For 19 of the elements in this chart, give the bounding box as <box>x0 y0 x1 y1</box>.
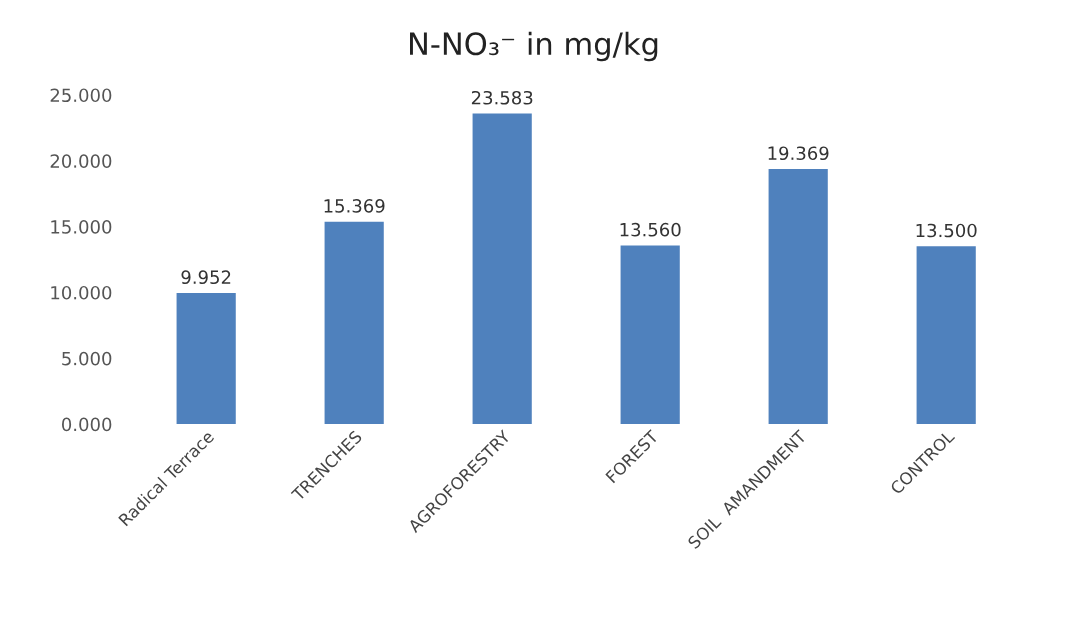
y-tick-label: 10.000 <box>51 285 112 300</box>
y-tick-label: 15.000 <box>51 220 112 234</box>
y-tick-label: 5.000 <box>62 351 112 366</box>
y-tick-label: 20.000 <box>50 154 112 168</box>
data-label: 13.500 <box>916 223 977 238</box>
data-label: 9.952 <box>181 270 231 285</box>
bar <box>620 245 680 425</box>
y-tick-label: 0.000 <box>62 417 112 432</box>
data-label: 15.369 <box>324 199 385 213</box>
bar <box>324 221 384 425</box>
data-label: 23.583 <box>471 90 533 105</box>
bar <box>472 113 532 425</box>
chart-title: N-NO₃⁻ in mg/kg <box>410 31 658 62</box>
bar <box>916 246 976 425</box>
bar <box>768 169 828 425</box>
y-tick-label: 25.000 <box>50 88 112 103</box>
data-label: 19.369 <box>768 146 829 161</box>
bar <box>176 293 236 425</box>
data-label: 13.560 <box>620 222 681 237</box>
